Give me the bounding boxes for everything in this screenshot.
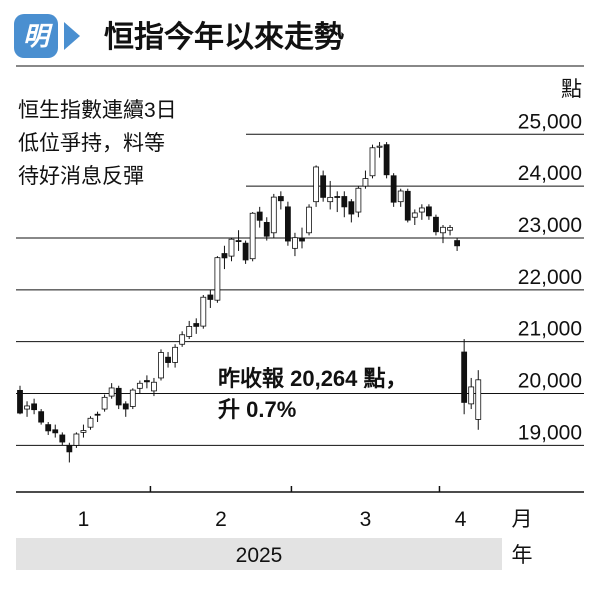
candle-body [17,389,23,414]
candle-body [440,226,446,234]
candle-body [397,190,404,203]
candle-body [475,379,482,420]
candle-body [461,351,468,403]
candle-body [122,403,129,410]
candle-body [249,212,256,260]
candle-body [172,346,179,363]
callout: 升 0.7% [218,397,296,422]
candle-body [425,206,432,217]
x-axis-labels: 1 2 3 4 [78,486,467,531]
chart-title: 恒指今年以來走勢 [104,20,344,54]
candle-body [101,396,108,410]
candle-body [200,296,207,327]
x-tick-label: 1 [78,508,90,531]
logo-badge [14,14,58,58]
candle-body [45,424,52,432]
candle-body [418,207,425,213]
y-tick-label: 24,000 [518,162,582,185]
y-tick-label: 19,000 [518,421,582,444]
year-band [16,538,502,570]
candles [17,142,482,463]
candle-body [355,187,362,213]
candle-body [52,429,59,434]
candle-body [66,444,73,453]
candle-body [341,196,348,208]
candle-body [136,382,143,389]
candle-body [242,242,249,261]
candle-body [193,323,200,327]
candle-body [165,356,171,363]
candle-body [129,389,136,407]
note-background [16,90,246,192]
candle-body [284,206,291,242]
x-unit: 月 [512,508,533,531]
candle-body [108,387,115,397]
candle-body [411,212,418,218]
y-tick-label: 22,000 [518,266,582,289]
candle-body [256,211,263,221]
candle-body [369,147,376,177]
candle-body [87,417,94,428]
candle-body [59,434,66,443]
y-tick-label: 23,000 [518,214,582,237]
x-tick-label: 3 [360,508,372,531]
candle-body [433,216,439,233]
candle-body [320,175,327,198]
y-tick-label: 21,000 [518,318,582,341]
candle-body [454,240,461,247]
candle-body [390,175,397,203]
x-tick-label: 2 [215,508,227,531]
candle-body [186,326,193,337]
annotation: 恒生指數連續3日 [18,99,177,122]
candle-body [80,430,87,433]
candle-body [94,413,101,416]
y-tick-label: 25,000 [518,110,582,133]
candle-body [292,237,298,249]
title-arrow [64,22,80,50]
candle-body [115,387,122,406]
x-tick-label: 4 [455,508,467,531]
candle-body [24,405,30,410]
candle-body [299,237,305,242]
candle-body [270,196,277,234]
candle-body [158,352,164,379]
candle-body [306,206,312,234]
y-tick-label: 20,000 [518,370,582,393]
candle-body [447,227,453,231]
candle-body [468,386,475,405]
candle-body [362,178,369,187]
candle-body [376,145,383,148]
candle-body [179,334,186,345]
annotation: 待好消息反彈 [18,165,144,188]
year-unit: 年 [512,544,533,567]
year-label: 2025 [236,544,283,567]
callout: 昨收報 20,264 點， [218,366,408,391]
candle-body [277,196,284,202]
candle-body [151,381,157,392]
candle-body [383,144,390,176]
annotation: 低位爭持，料等 [18,132,165,155]
candle-body [38,411,45,423]
candle-body [228,238,235,257]
candle-body [73,433,80,446]
y-unit: 點 [561,78,582,101]
logo: 明 [23,21,53,51]
candle-body [221,253,228,259]
candle-body [327,196,334,203]
candle-body [31,403,38,411]
candle-body [348,201,355,215]
candle-body [334,196,341,198]
candle-body [235,240,242,242]
candle-body [214,257,221,301]
candle-body [143,380,150,383]
candle-body [263,222,270,237]
candle-body [313,166,320,203]
candle-body [207,294,214,300]
candle-body [404,190,411,221]
